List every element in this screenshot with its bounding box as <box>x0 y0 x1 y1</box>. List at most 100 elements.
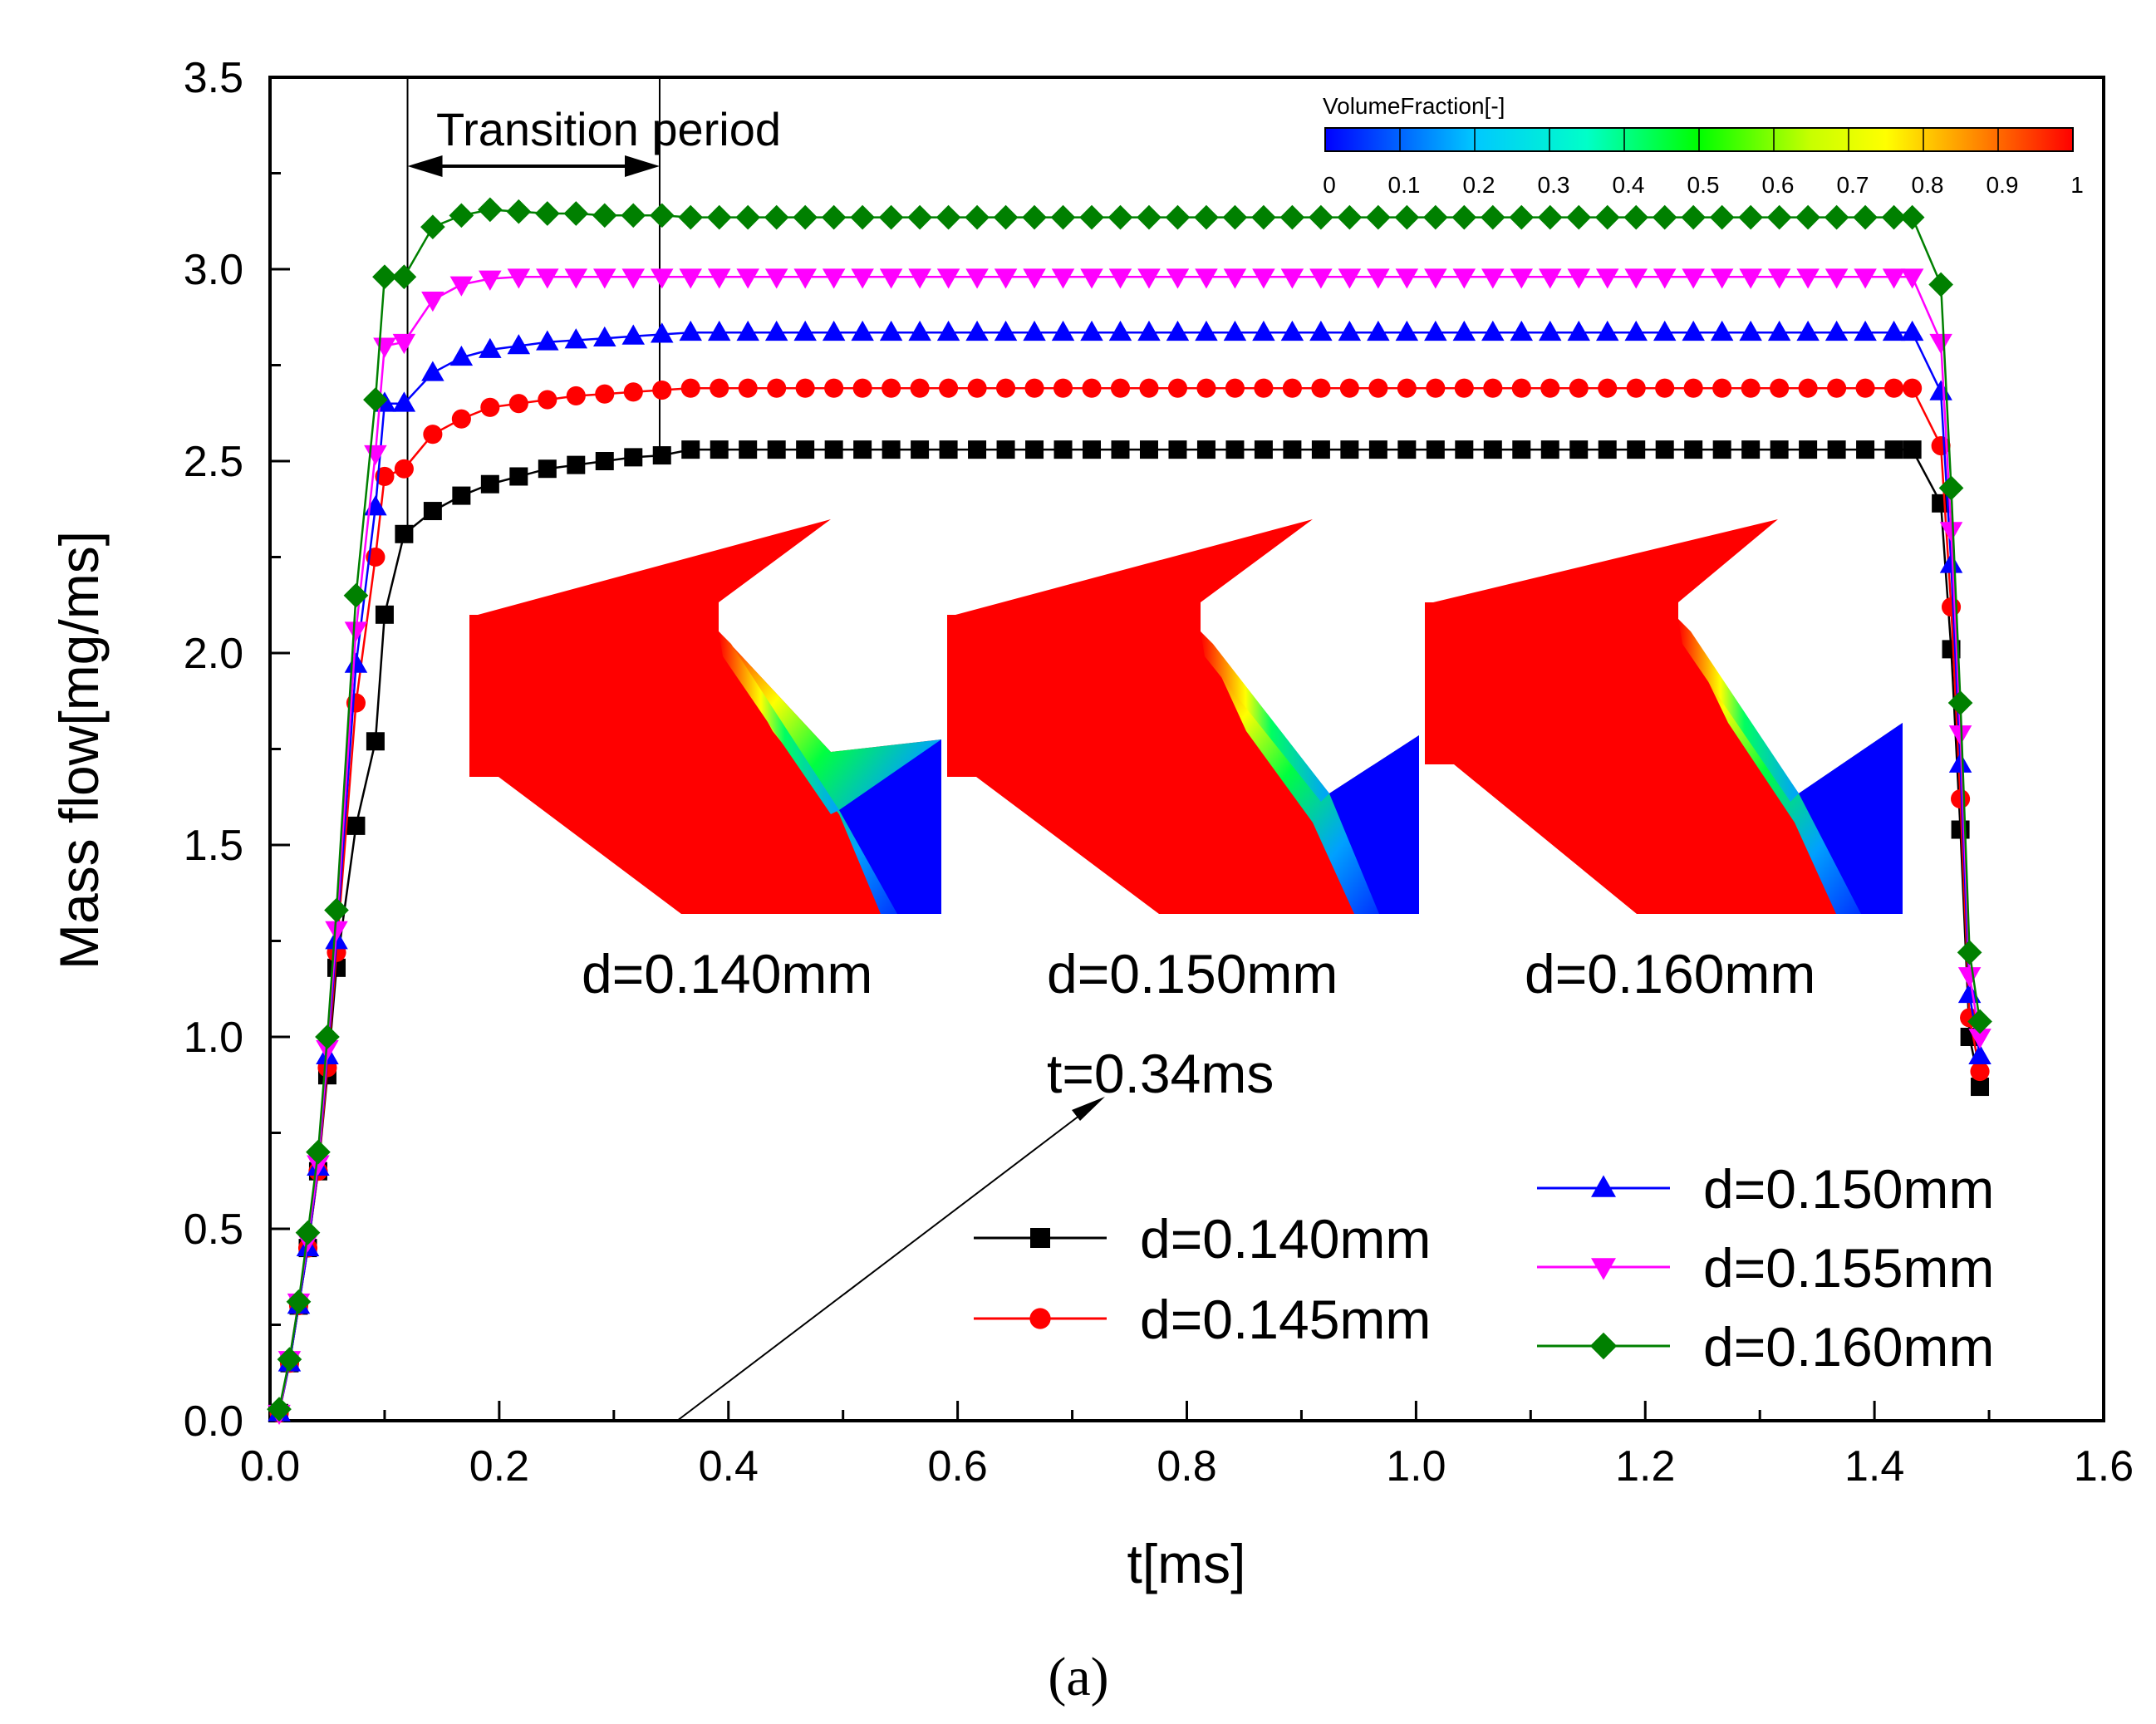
data-point <box>822 268 846 289</box>
data-point <box>994 320 1018 341</box>
data-point <box>1510 268 1534 289</box>
data-point <box>1929 380 1952 400</box>
x-axis: 0.0 0.2 0.4 0.6 0.8 1.0 1.2 1.4 1.6 <box>240 1401 2134 1491</box>
data-point <box>1595 268 1619 289</box>
legend-item: d=0.150mm <box>1537 1158 1994 1220</box>
data-point <box>1653 320 1677 341</box>
data-point <box>449 276 474 297</box>
data-point <box>566 386 586 406</box>
x-tick-label: 0.2 <box>469 1442 529 1491</box>
data-point <box>538 459 557 479</box>
data-point <box>680 378 700 398</box>
data-point <box>1083 440 1102 459</box>
data-point <box>1540 440 1559 459</box>
data-point <box>1280 320 1304 341</box>
data-point <box>392 333 416 355</box>
data-point <box>1424 320 1447 341</box>
data-point <box>882 378 901 398</box>
data-point <box>1827 440 1846 459</box>
data-point <box>1855 378 1875 398</box>
data-point <box>1569 440 1589 459</box>
data-point <box>1167 378 1188 398</box>
data-point <box>1796 320 1820 341</box>
data-point <box>879 268 903 289</box>
data-point <box>910 378 930 398</box>
data-point <box>1970 1062 1990 1082</box>
data-point <box>878 204 904 230</box>
data-point <box>1023 268 1046 289</box>
data-point <box>1311 440 1330 459</box>
colorbar-tick-label: 0.5 <box>1687 172 1720 198</box>
data-point <box>364 445 387 466</box>
data-point <box>1824 204 1849 230</box>
data-point <box>420 214 445 240</box>
data-point <box>1971 1078 1990 1097</box>
data-point <box>621 324 646 345</box>
data-point <box>363 387 388 412</box>
time-label: t=0.34ms <box>1047 1043 1274 1104</box>
data-point <box>1338 268 1362 289</box>
data-point <box>1770 378 1790 398</box>
data-point <box>538 390 557 410</box>
data-point <box>821 204 847 230</box>
data-point <box>1395 268 1419 289</box>
data-point <box>1397 440 1417 459</box>
data-point <box>1598 440 1617 459</box>
data-point <box>1598 378 1618 398</box>
data-point <box>1623 204 1649 230</box>
data-point <box>764 320 788 341</box>
data-point <box>1053 378 1073 398</box>
data-point <box>1108 320 1132 341</box>
data-point <box>1196 378 1216 398</box>
data-point <box>1569 378 1589 398</box>
data-point <box>1853 204 1878 230</box>
data-point <box>595 452 614 470</box>
data-point <box>1591 1258 1616 1280</box>
volume-fraction-colorbar: VolumeFraction[-] 0 0.1 0.2 0.3 0.4 0.5 0.6 0.7… <box>1323 93 2084 198</box>
data-point <box>1195 268 1218 289</box>
data-point <box>421 361 444 381</box>
colorbar-tick-label: 0 <box>1323 172 1336 198</box>
data-point <box>1339 378 1359 398</box>
data-point <box>908 320 931 341</box>
data-point <box>1903 378 1923 398</box>
data-point <box>793 320 817 341</box>
data-point <box>1594 204 1620 230</box>
data-point <box>324 897 349 923</box>
data-point <box>1451 204 1477 230</box>
x-tick-label: 1.0 <box>1386 1442 1446 1491</box>
data-point <box>1195 320 1218 341</box>
data-point <box>621 203 646 228</box>
data-point <box>879 320 903 341</box>
y-tick-label: 0.0 <box>184 1397 243 1446</box>
data-point <box>325 921 348 941</box>
data-point <box>509 467 528 486</box>
data-point <box>1111 440 1130 459</box>
x-tick-label: 0.8 <box>1157 1442 1216 1491</box>
data-point <box>965 268 989 289</box>
inset-label-1: d=0.140mm <box>582 943 872 1004</box>
data-point <box>1884 440 1903 459</box>
data-point <box>479 337 502 358</box>
data-point <box>375 605 394 624</box>
legend-label: d=0.155mm <box>1703 1237 1994 1299</box>
data-point <box>764 268 788 289</box>
data-point <box>1856 440 1875 459</box>
data-point <box>1796 268 1820 289</box>
data-point <box>1770 440 1789 459</box>
data-point <box>996 378 1016 398</box>
data-point <box>1683 378 1703 398</box>
data-point <box>652 380 672 400</box>
data-point <box>1957 940 1982 965</box>
data-point <box>449 345 474 366</box>
data-point <box>1137 268 1161 289</box>
transition-label: Transition period <box>436 103 781 155</box>
colorbar-tick-label: 0.7 <box>1837 172 1869 198</box>
data-point <box>1968 1044 1991 1064</box>
data-point <box>395 524 414 543</box>
data-point <box>1481 268 1505 289</box>
data-point <box>939 440 958 459</box>
data-point <box>1827 378 1847 398</box>
data-point <box>1929 333 1952 355</box>
